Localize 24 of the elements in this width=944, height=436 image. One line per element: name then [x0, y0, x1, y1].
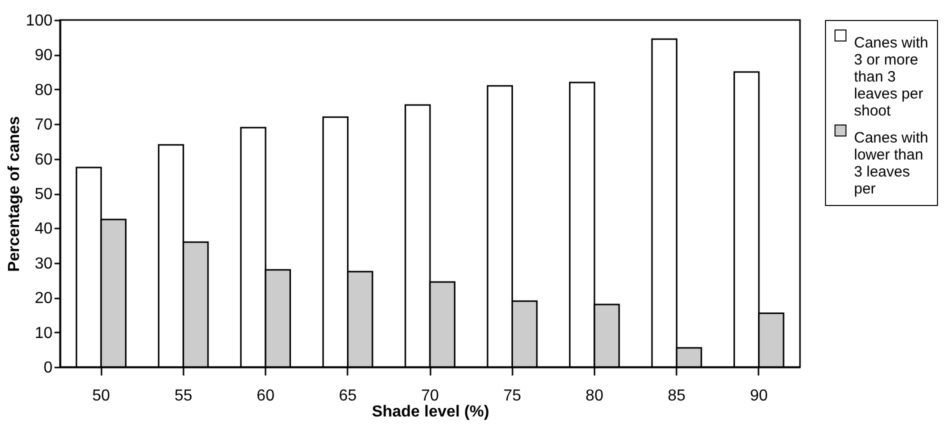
legend-label: Canes with lower than 3 leaves per [854, 130, 928, 198]
x-tick-label: 80 [586, 388, 604, 404]
x-tick-label: 65 [338, 388, 357, 404]
y-tick-label: 80 [34, 82, 53, 99]
x-tick-label: 55 [174, 388, 192, 404]
y-tick-label: 10 [34, 324, 53, 342]
y-tick-label: 20 [34, 290, 53, 308]
y-tick-label: 70 [34, 116, 53, 134]
x-tick-label: 50 [92, 388, 110, 404]
legend-label: Canes with 3 or more than 3 leaves per shoot [854, 34, 928, 120]
y-tick-label: 90 [34, 47, 53, 64]
y-tick-label: 50 [34, 186, 53, 203]
y-tick-label: 0 [44, 360, 53, 376]
x-axis-title: Shade level (%) [372, 404, 490, 420]
x-tick-label: 60 [256, 388, 275, 404]
y-axis-title: Percentage of canes [6, 116, 23, 272]
x-tick-label: 85 [668, 388, 686, 404]
y-tick-label: 30 [34, 255, 53, 272]
y-tick-label: 60 [34, 151, 53, 168]
y-tick-label: 100 [26, 12, 53, 30]
x-tick-label: 75 [503, 388, 522, 404]
x-tick-label: 70 [421, 388, 439, 404]
x-tick-label: 90 [750, 388, 768, 404]
y-tick-label: 40 [34, 220, 53, 238]
